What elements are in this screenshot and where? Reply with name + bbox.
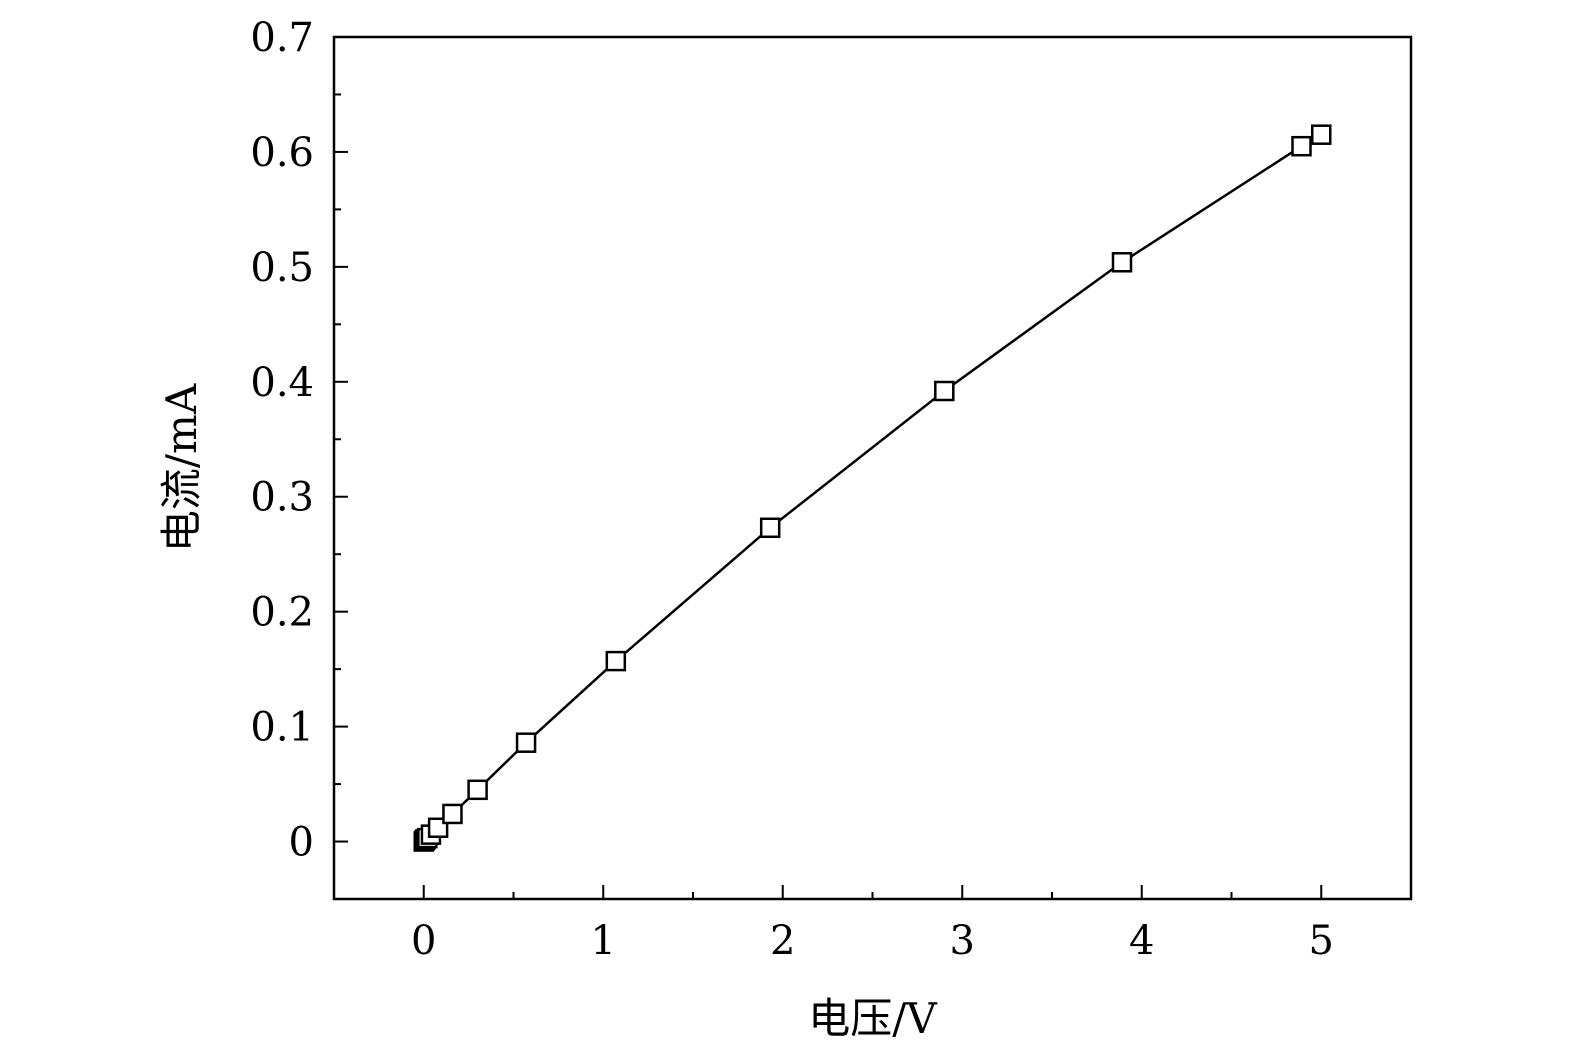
x-tick-label: 3: [950, 918, 975, 964]
data-point: [1111, 252, 1133, 273]
x-tick-label: 1: [591, 918, 616, 964]
y-tick-label: 0: [289, 820, 314, 866]
data-point: [1311, 124, 1332, 145]
y-axis-title: 电流/mA: [157, 383, 206, 552]
y-axis-ticks: 0 0.1 0.2 0.3 0.4 0.5 0.6 0.7: [250, 15, 348, 900]
series-line: [422, 133, 1322, 843]
y-tick-label: 0.4: [250, 360, 314, 406]
y-tick-label: 0.7: [250, 15, 314, 61]
data-point: [442, 803, 463, 825]
data-point: [467, 779, 488, 801]
y-tick-label: 0.3: [250, 475, 314, 521]
data-point: [1291, 135, 1312, 157]
x-axis-title: 电压/V: [808, 994, 937, 1043]
data-point: [515, 732, 537, 753]
x-tick-label: 0: [411, 918, 436, 964]
y-tick-label: 0.6: [250, 130, 314, 176]
x-axis-ticks: 0 1 2 3 4 5: [333, 885, 1412, 964]
data-point: [759, 517, 781, 539]
x-tick-label: 2: [770, 918, 795, 964]
plot-frame: [332, 35, 1413, 901]
y-tick-label: 0.2: [250, 590, 314, 636]
x-tick-label: 5: [1309, 918, 1334, 964]
x-tick-label: 4: [1129, 918, 1154, 964]
data-point: [605, 650, 627, 672]
y-tick-label: 0.1: [250, 705, 314, 751]
data-point: [934, 380, 955, 402]
series-layer: [413, 124, 1332, 852]
y-tick-label: 0.5: [250, 245, 314, 291]
